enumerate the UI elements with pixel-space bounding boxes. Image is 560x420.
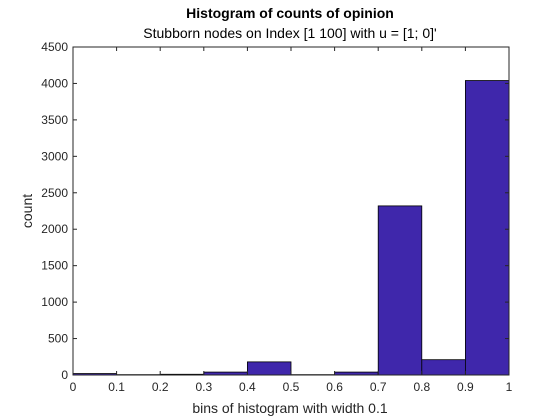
- y-tick-label: 3000: [41, 149, 68, 163]
- y-tick-label: 1500: [41, 259, 68, 273]
- x-tick-label: 0.8: [413, 380, 430, 394]
- x-axis-label: bins of histogram with width 0.1: [192, 400, 388, 416]
- chart-subtitle: Stubborn nodes on Index [1 100] with u =…: [143, 25, 436, 41]
- y-tick-label: 4500: [41, 40, 68, 54]
- x-tick-group: 0 0.1 0.2 0.3 0.4 0.5 0.6 0.7 0.8 0.9 1: [70, 47, 513, 394]
- histogram-bar-7: [377, 205, 423, 376]
- histogram-bar-4: [246, 361, 292, 376]
- x-tick-label: 0.9: [457, 380, 474, 394]
- x-tick-label: 0.4: [239, 380, 256, 394]
- y-tick-label: 500: [48, 332, 68, 346]
- x-tick-label: 0.3: [195, 380, 212, 394]
- y-tick-label: 1000: [41, 295, 68, 309]
- y-tick-label: 4000: [41, 76, 68, 90]
- y-tick-label: 2500: [41, 186, 68, 200]
- x-tick-label: 0.6: [326, 380, 343, 394]
- x-tick-label: 1: [506, 380, 513, 394]
- bars-group: [72, 80, 510, 376]
- x-tick-label: 0.5: [283, 380, 300, 394]
- x-tick-label: 0.2: [152, 380, 169, 394]
- plot-area: [73, 47, 509, 375]
- histogram-bar-8: [421, 359, 466, 376]
- x-tick-label: 0.7: [370, 380, 387, 394]
- y-tick-label: 2000: [41, 222, 68, 236]
- chart-title: Histogram of counts of opinion: [186, 5, 394, 21]
- y-tick-label: 3500: [41, 113, 68, 127]
- x-tick-label: 0.1: [108, 380, 125, 394]
- x-tick-label: 0: [70, 380, 77, 394]
- y-tick-label: 0: [61, 368, 68, 382]
- y-tick-group: 0 500 1000 1500 2000 2500 3000 3500 4000 4500: [41, 40, 509, 382]
- y-axis-label: count: [19, 194, 35, 228]
- histogram-bar-9: [464, 80, 510, 376]
